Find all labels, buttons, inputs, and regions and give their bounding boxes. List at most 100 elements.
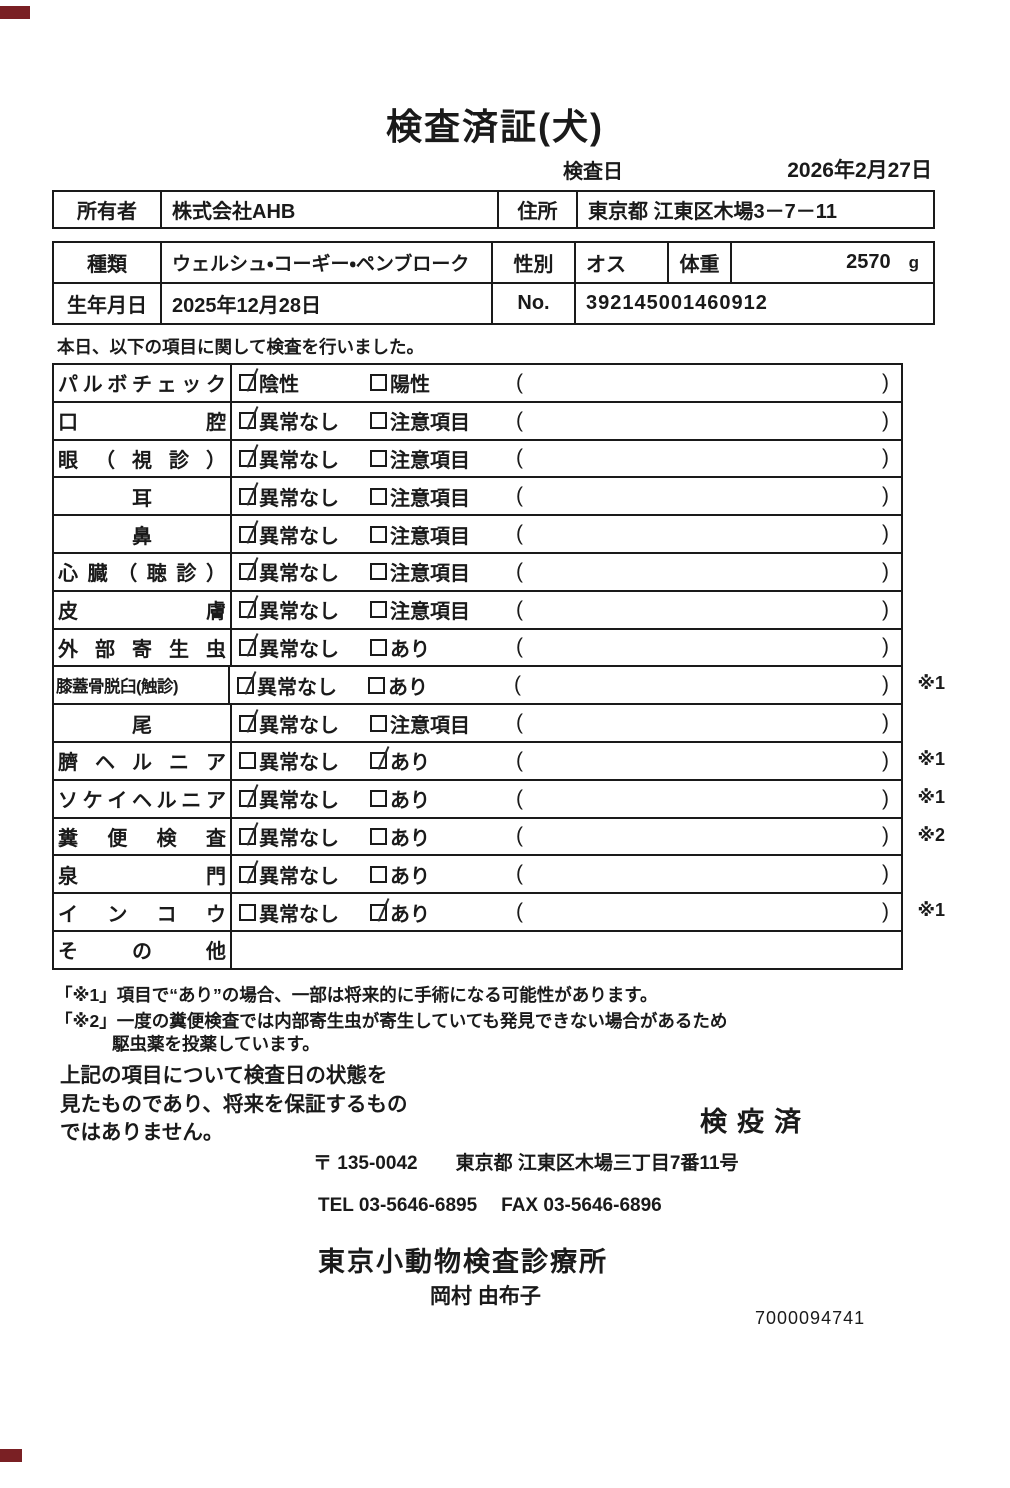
option1-checkbox[interactable]	[239, 412, 256, 430]
option1-label: 異常なし	[257, 676, 337, 699]
option1-label: 異常なし	[259, 903, 339, 926]
paren-open: (	[514, 673, 521, 697]
option2-label: あり	[390, 752, 430, 775]
paren-close: )	[882, 900, 889, 924]
option1-checkbox[interactable]	[239, 865, 256, 883]
postal-code: 〒 135-0042	[313, 1153, 418, 1174]
paren-close: )	[882, 748, 889, 772]
footnote-2-line1: 「※2」一度の糞便検査では内部寄生虫が寄生していても発見できない場合があるため	[55, 1011, 728, 1031]
paren-open: (	[516, 900, 523, 924]
option1-label: 異常なし	[259, 790, 339, 813]
checklist-row-content: 異常なし 注意項目 ( )	[232, 554, 901, 590]
option2-checkbox[interactable]	[370, 790, 387, 808]
page-title: 検査済証(犬)	[386, 106, 604, 147]
inspection-date-label: 検査日	[563, 161, 623, 183]
option2-checkbox[interactable]	[370, 903, 387, 921]
option1-label: 異常なし	[259, 563, 339, 586]
option1-checkbox[interactable]	[237, 676, 254, 694]
option2-checkbox[interactable]	[370, 374, 387, 392]
option2-label: 陽性	[390, 374, 430, 397]
paren-open: (	[516, 711, 523, 735]
footnote-ref: ※1	[917, 900, 945, 921]
option1-checkbox[interactable]	[239, 525, 256, 543]
option2-label: 注意項目	[390, 412, 470, 435]
checklist-row-content: 異常なし あり ( )	[232, 781, 901, 817]
inspection-date-value: 2026年2月27日	[787, 159, 932, 182]
checklist-row: 臍ヘルニア 異常なし あり ( ) ※1	[54, 742, 945, 781]
paren-close: )	[882, 522, 889, 546]
checklist-item-label: ソケイヘルニア	[54, 780, 232, 817]
option2-checkbox[interactable]	[370, 601, 387, 619]
checklist-row-content: 異常なし あり ( )	[232, 856, 901, 892]
option2-checkbox[interactable]	[370, 412, 387, 430]
paren-open: (	[516, 446, 523, 470]
checklist-item-label: その他	[54, 931, 232, 968]
pet-table: 種類 ウェルシュ・コーギー・ペンブローク 性別 オス 体重 2570 g 生年月…	[52, 241, 935, 325]
checklist-row: ソケイヘルニア 異常なし あり ( ) ※1	[54, 780, 945, 819]
option2-checkbox[interactable]	[370, 714, 387, 732]
owner-table: 所有者 株式会社AHB 住所 東京都 江東区木場3－7－11	[52, 190, 935, 229]
option2-label: あり	[390, 865, 430, 888]
option2-label: 注意項目	[390, 487, 470, 510]
clinic-tel-line: TEL 03-5646-6895 FAX 03-5646-6896	[318, 1195, 662, 1217]
paren-open: (	[516, 522, 523, 546]
option2-checkbox[interactable]	[370, 563, 387, 581]
option2-label: 注意項目	[390, 714, 470, 737]
checklist-item-label: 外部寄生虫	[54, 629, 232, 666]
option1-checkbox[interactable]	[239, 601, 256, 619]
checklist-row-content: 異常なし 注意項目 ( )	[232, 478, 901, 514]
checklist-row: 皮膚 異常なし 注意項目 ( )	[54, 591, 901, 630]
clinic-tel: TEL 03-5646-6895	[318, 1195, 478, 1216]
checklist-row-content: 異常なし 注意項目 ( )	[232, 705, 901, 741]
option2-checkbox[interactable]	[370, 449, 387, 467]
checklist-row-content: 異常なし 注意項目 ( )	[232, 441, 901, 477]
footnote-ref: ※1	[917, 673, 945, 694]
paren-close: )	[882, 408, 889, 432]
option2-checkbox[interactable]	[370, 638, 387, 656]
checklist-row: パルボチェック 陰性 陽性 ( )	[54, 365, 901, 403]
option2-checkbox[interactable]	[370, 487, 387, 505]
checklist-item-label: 皮膚	[54, 591, 232, 628]
checklist-row: 尾 異常なし 注意項目 ( )	[54, 705, 901, 743]
checklist-item-label: パルボチェック	[54, 365, 232, 401]
checklist-row-content: 異常なし あり ( )	[232, 819, 901, 855]
checklist-row-content: 異常なし あり ( )	[232, 630, 901, 666]
checklist-item-label: 口腔	[54, 402, 232, 439]
option1-checkbox[interactable]	[239, 790, 256, 808]
option1-checkbox[interactable]	[239, 487, 256, 505]
checklist-row-content: 異常なし あり ( )	[232, 894, 901, 930]
weight-label: 体重	[669, 243, 732, 282]
option1-checkbox[interactable]	[239, 903, 256, 921]
disclaimer-line-2: 見たものであり、将来を保証するもの	[60, 1092, 408, 1116]
paren-open: (	[516, 484, 523, 508]
option2-checkbox[interactable]	[370, 865, 387, 883]
checklist-row: その他	[54, 931, 901, 968]
option1-checkbox[interactable]	[239, 374, 256, 392]
option2-label: 注意項目	[390, 563, 470, 586]
option1-checkbox[interactable]	[239, 449, 256, 467]
option1-label: 異常なし	[259, 752, 339, 775]
option1-checkbox[interactable]	[239, 827, 256, 845]
checklist-item-label: 耳	[54, 478, 232, 515]
option1-checkbox[interactable]	[239, 714, 256, 732]
option1-checkbox[interactable]	[239, 638, 256, 656]
footnote-ref: ※1	[917, 748, 945, 769]
option1-checkbox[interactable]	[239, 563, 256, 581]
checklist-item-label: 泉門	[54, 856, 232, 893]
option1-label: 異常なし	[259, 865, 339, 888]
sex-label: 性別	[493, 243, 576, 282]
option1-checkbox[interactable]	[239, 752, 256, 770]
option2-checkbox[interactable]	[370, 827, 387, 845]
checklist-row-content: 異常なし 注意項目 ( )	[232, 403, 901, 439]
option2-checkbox[interactable]	[368, 676, 385, 694]
paren-open: (	[516, 748, 523, 772]
scan-artifact-top-left	[0, 6, 30, 19]
clinic-address: 東京都 江東区木場三丁目7番11号	[455, 1153, 739, 1174]
paren-close: )	[882, 559, 889, 583]
option2-label: 注意項目	[390, 601, 470, 624]
paren-close: )	[882, 711, 889, 735]
paren-open: (	[516, 559, 523, 583]
option2-checkbox[interactable]	[370, 525, 387, 543]
option2-checkbox[interactable]	[370, 752, 387, 770]
checklist-item-label: 眼（視診）	[54, 440, 232, 477]
